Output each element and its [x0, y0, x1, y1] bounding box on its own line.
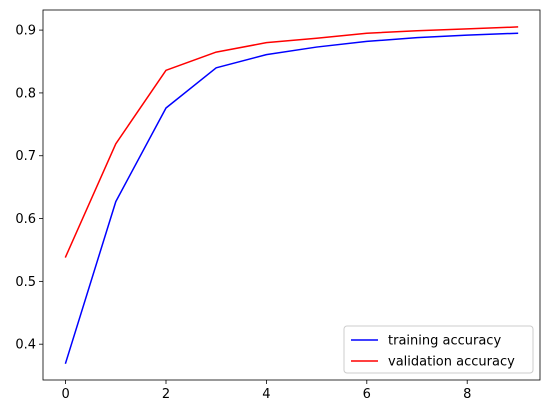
x-tick-label: 2 — [162, 387, 170, 402]
x-tick-label: 0 — [61, 387, 69, 402]
y-axis: 0.4 0.5 0.6 0.7 0.8 0.9 — [15, 24, 43, 353]
series-line-validation-accuracy — [64, 26, 519, 258]
legend-label: validation accuracy — [388, 355, 515, 370]
x-tick-label: 8 — [463, 387, 471, 402]
x-tick-label: 4 — [262, 387, 270, 402]
y-tick-label: 0.5 — [15, 275, 36, 290]
axes-frame — [42, 9, 541, 381]
series-line-training-accuracy — [64, 32, 519, 364]
y-tick-label: 0.8 — [15, 86, 36, 101]
y-tick-label: 0.7 — [15, 149, 36, 164]
x-tick-label: 6 — [363, 387, 371, 402]
series-lines — [64, 26, 519, 364]
x-axis: 0 2 4 6 8 — [61, 380, 471, 402]
y-tick-label: 0.4 — [15, 338, 36, 353]
legend-box — [343, 325, 534, 374]
legend: training accuracy validation accuracy — [343, 325, 534, 374]
y-tick-label: 0.9 — [15, 24, 36, 39]
legend-label: training accuracy — [388, 334, 501, 349]
y-tick-label: 0.6 — [15, 212, 36, 227]
